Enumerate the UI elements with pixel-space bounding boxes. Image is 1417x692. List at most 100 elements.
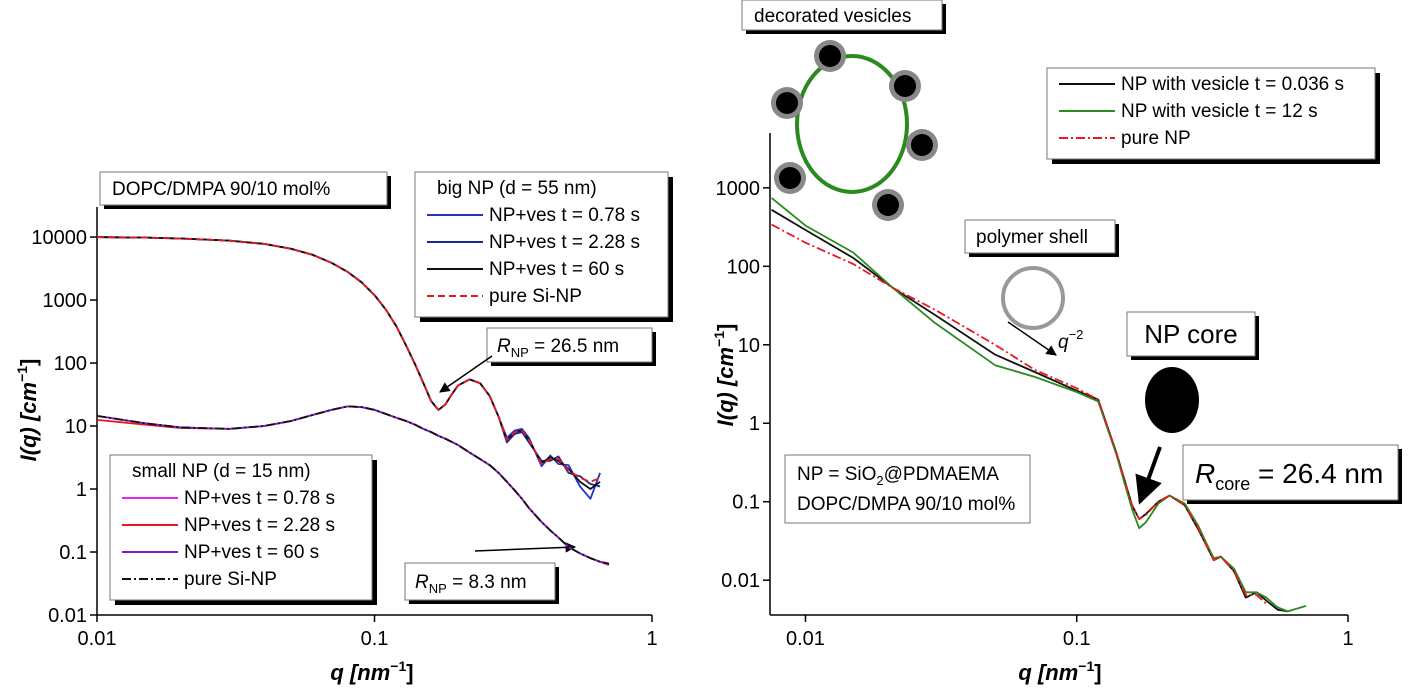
arrow [474,542,577,553]
y-axis-title-text: I(q) [cm [16,382,41,461]
shell-sketch [1001,266,1065,330]
annotation-part: R [415,572,429,593]
x-tick-label: 1 [646,628,657,650]
x-tick-label: 0.01 [78,628,117,650]
annotation: NP core [1144,319,1237,349]
annotation-box [1126,311,1256,357]
series-line [96,405,610,565]
x-tick-label: 0.1 [1063,628,1091,650]
y-tick-label: 10 [738,335,760,357]
legend-label: pure NP [1121,128,1191,149]
series-line [96,236,601,483]
legend-label: NP with vesicle t = 0.036 s [1121,74,1344,95]
legend-box [414,171,669,318]
annotation-part: NP = SiO [797,464,876,485]
legend-label: NP+ves t = 60 s [489,259,624,280]
x-axis-title-sup: −1 [1078,658,1094,674]
y-axis-title-end: ] [713,324,738,331]
np-core [877,194,899,216]
np-core [894,75,916,97]
annotation-box [486,327,653,363]
np-core [776,92,798,114]
annotation-box [99,171,388,206]
decorations [771,40,938,221]
arrow [439,355,493,393]
x-axis-title: q [nm−1] [1018,658,1101,685]
annotation: decorated vesicles [754,6,911,27]
legend-title: small NP (d = 15 nm) [132,461,311,482]
y-axis-title-text: I(q) [cm [713,347,738,426]
y-axis-title-sup: −1 [711,331,727,347]
annotation: NP = SiO2@PDMAEMA [797,464,999,488]
annotation: DOPC/DMPA 90/10 mol% [112,179,330,200]
legend-label: NP+ves t = 60 s [184,542,319,563]
annotation-part: R [1195,458,1215,489]
legend-label: NP+ves t = 2.28 s [489,232,640,253]
annotation-sub: NP [511,345,529,360]
legend-label: NP+ves t = 2.28 s [184,515,335,536]
x-axis-title-text: q [nm [1018,660,1078,685]
y-tick-label: 0.1 [59,542,87,564]
core-sketch [1145,367,1199,433]
np-core [819,45,841,67]
annotation-box [964,219,1116,254]
slope-q: q [1058,332,1069,353]
y-axis-title-end: ] [16,359,41,366]
annotation-sub: core [1215,474,1250,494]
annotation-box [741,0,943,31]
legend-label: NP+ves t = 0.78 s [489,205,640,226]
annotation: Rcore = 26.4 nm [1195,458,1383,494]
legend-box [109,454,373,601]
y-tick-label: 100 [54,353,87,375]
legend-label: pure Si-NP [489,286,582,307]
y-tick-label: 0.01 [48,605,87,627]
y-axis-title-sup: −1 [14,366,30,382]
slope-label: q−2 [1058,327,1083,353]
annotation-box [404,562,556,601]
y-tick-label: 1000 [43,290,88,312]
x-axis-title-text: q [nm [330,660,390,685]
legend-title: big NP (d = 55 nm) [437,178,597,199]
y-axis-title: I(q) [cm−1] [14,359,41,462]
slope-exp: −2 [1069,327,1084,342]
x-axis-title-end: ] [1094,660,1101,685]
legend-label: pure Si-NP [184,569,277,590]
np-core [911,134,933,156]
y-tick-label: 10000 [31,227,87,249]
y-tick-label: 1 [749,413,760,435]
annotation-sub: NP [429,581,447,596]
legend-label: NP+ves t = 0.78 s [184,488,335,509]
y-tick-label: 0.01 [721,570,760,592]
annotation-box [1182,444,1399,501]
vesicle [795,54,909,194]
y-tick-label: 10 [65,416,87,438]
y-axis-title: I(q) [cm−1] [711,324,738,427]
x-tick-label: 1 [1342,628,1353,650]
annotation-box [784,454,1031,524]
x-axis-title-sup: −1 [390,658,406,674]
annotation: polymer shell [976,227,1088,248]
arrow [1007,321,1057,356]
annotation-sub: 2 [876,473,883,488]
arrow [1135,446,1162,505]
np-core [779,167,801,189]
annotation-part: R [497,336,511,357]
x-tick-label: 0.1 [361,628,389,650]
y-tick-label: 1000 [716,178,761,200]
annotation-part: = 26.4 nm [1250,458,1383,489]
annotation-part: = 8.3 nm [447,572,527,593]
x-axis-title-end: ] [406,660,413,685]
annotation-part: = 26.5 nm [529,336,619,357]
series-line [771,197,1307,613]
annotation: RNP = 26.5 nm [497,336,619,360]
annotation-part: @PDMAEMA [884,464,1000,485]
annotation: RNP = 8.3 nm [415,572,527,596]
y-tick-label: 0.1 [732,492,760,514]
series-line [771,223,1267,605]
x-axis-title: q [nm−1] [330,658,413,685]
annotation: DOPC/DMPA 90/10 mol% [797,494,1015,515]
legend-label: NP with vesicle t = 12 s [1121,101,1318,122]
x-tick-label: 0.01 [786,628,825,650]
y-tick-label: 100 [727,256,760,278]
